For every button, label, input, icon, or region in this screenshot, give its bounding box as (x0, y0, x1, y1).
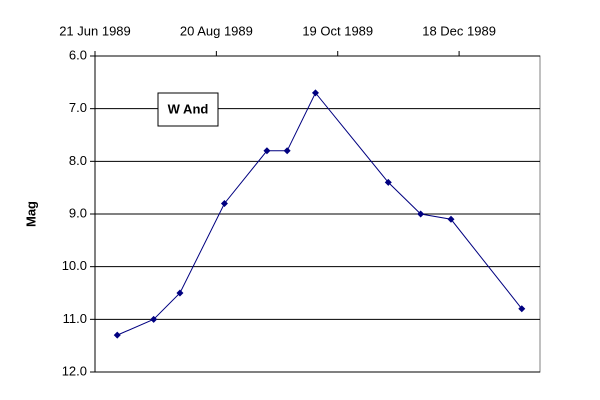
y-axis-label: Mag (23, 201, 38, 227)
data-point (150, 315, 158, 323)
data-point (417, 210, 425, 218)
x-tick-label: 21 Jun 1989 (59, 23, 131, 38)
data-point (518, 305, 526, 313)
x-tick-label: 19 Oct 1989 (302, 23, 373, 38)
data-point (447, 215, 455, 223)
annotation: W And (168, 101, 209, 116)
y-tick-label: 9.0 (69, 205, 87, 220)
y-tick-label: 11.0 (63, 311, 87, 326)
data-point (311, 89, 319, 97)
x-tick-label: 18 Dec 1989 (422, 23, 496, 38)
y-tick-label: 8.0 (69, 153, 87, 168)
x-tick-label: 20 Aug 1989 (180, 23, 253, 38)
annotation-box (157, 92, 219, 127)
data-point (220, 199, 228, 207)
data-point (113, 331, 121, 339)
y-tick-label: 10.0 (62, 258, 87, 273)
data-point (263, 147, 271, 155)
data-point (283, 147, 291, 155)
data-point (384, 178, 392, 186)
y-tick-label: 7.0 (69, 100, 87, 115)
y-tick-label: 6.0 (69, 47, 87, 62)
data-point (176, 289, 184, 297)
y-tick-label: 12.0 (62, 363, 87, 378)
